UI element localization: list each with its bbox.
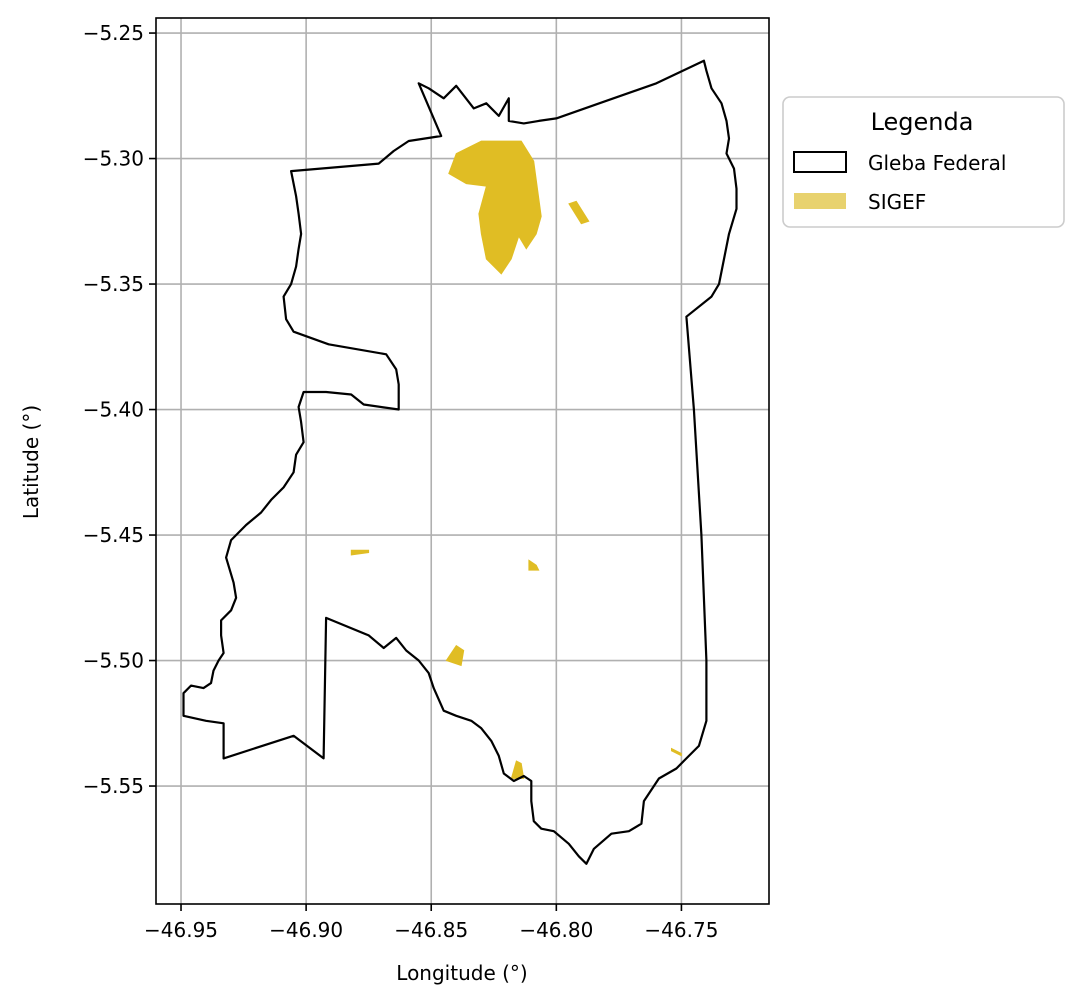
- x-axis-label: Longitude (°): [396, 961, 527, 985]
- legend-label-sigef: SIGEF: [868, 190, 926, 214]
- y-tick-label: −5.50: [83, 649, 144, 673]
- x-tick-label: −46.75: [644, 918, 718, 942]
- x-axis-ticks: −46.95 −46.90 −46.85 −46.80 −46.75: [144, 904, 718, 942]
- plot-frame: [155, 17, 770, 905]
- map-layers: [182, 59, 738, 865]
- legend-box: [782, 96, 1065, 228]
- legend-label-gleba-federal: Gleba Federal: [868, 151, 1006, 175]
- sigef-parcel: [671, 747, 682, 757]
- legend-swatch-gleba-federal: [793, 151, 847, 173]
- y-axis-label: Latitude (°): [19, 405, 43, 519]
- x-tick-label: −46.85: [394, 918, 468, 942]
- x-tick-label: −46.90: [269, 918, 343, 942]
- sigef-parcel: [568, 200, 590, 225]
- sigef-parcel: [510, 760, 525, 779]
- sigef-parcel: [448, 140, 542, 275]
- sigef-parcel: [528, 559, 540, 571]
- y-tick-label: −5.25: [83, 21, 144, 45]
- y-tick-label: −5.40: [83, 398, 144, 422]
- y-tick-label: −5.45: [83, 523, 144, 547]
- gleba-federal-boundary: [182, 59, 738, 865]
- y-tick-label: −5.30: [83, 147, 144, 171]
- grid-lines: [156, 18, 769, 904]
- y-tick-label: −5.55: [83, 774, 144, 798]
- x-tick-label: −46.95: [144, 918, 218, 942]
- y-tick-label: −5.35: [83, 272, 144, 296]
- sigef-parcel: [350, 549, 370, 556]
- legend-title: Legenda: [871, 108, 974, 136]
- sigef-layer: [350, 140, 682, 779]
- sigef-parcel: [445, 644, 465, 667]
- legend: Legenda Gleba Federal SIGEF: [782, 96, 1065, 228]
- x-tick-label: −46.80: [519, 918, 593, 942]
- legend-swatch-sigef: [794, 193, 846, 209]
- y-axis-ticks: −5.25 −5.30 −5.35 −5.40 −5.45 −5.50 −5.55: [83, 21, 156, 798]
